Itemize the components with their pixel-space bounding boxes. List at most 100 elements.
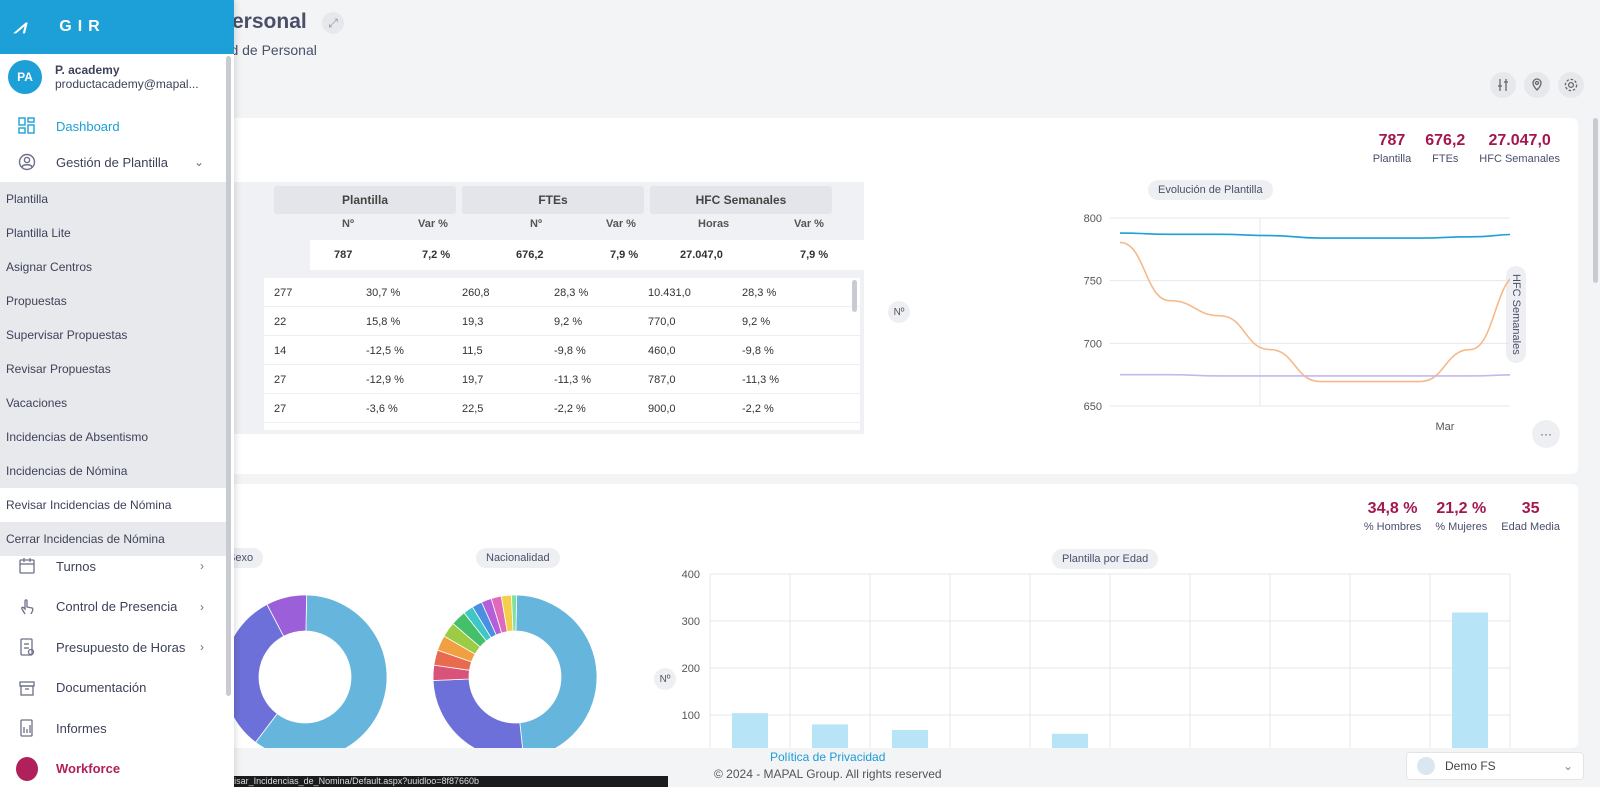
table-cell: 28,3 % <box>742 287 777 299</box>
user-profile[interactable]: PA P. academy productacademy@mapal... <box>8 60 199 94</box>
page-scrollbar[interactable] <box>1593 118 1598 283</box>
y2-axis-label: HFC Semanales <box>1506 266 1526 363</box>
submenu-item[interactable]: Incidencias de Nómina <box>6 464 128 478</box>
copyright: © 2024 - MAPAL Group. All rights reserve… <box>714 767 942 781</box>
table-row[interactable]: 14 -12,5 % 11,5 -9,8 % 460,0 -9,8 % <box>264 336 860 365</box>
table-cell: -11,3 % <box>742 374 780 386</box>
more-options-icon[interactable]: ··· <box>1532 420 1560 448</box>
submenu-item[interactable]: Asignar Centros <box>6 260 93 274</box>
table-row[interactable]: 27 -3,6 % 22,5 -2,2 % 900,0 -2,2 % <box>264 394 860 423</box>
sidebar-item[interactable]: Control de Presencia › <box>0 589 226 625</box>
sidebar-item[interactable]: Turnos › <box>0 548 226 584</box>
user-email: productacademy@mapal... <box>55 77 199 91</box>
company-select[interactable]: Demo FS ⌄ <box>1406 752 1584 780</box>
gir-logo-icon[interactable]: ⩘ <box>14 15 26 38</box>
kpi: 35 Edad Media <box>1501 500 1560 533</box>
y-tick-label: 650 <box>1084 401 1102 413</box>
pie-slice <box>254 594 388 748</box>
gear-icon[interactable] <box>1558 72 1584 98</box>
y-axis-badge-edad: Nº <box>654 668 676 690</box>
kpi-value: 27.047,0 <box>1488 132 1551 149</box>
privacy-link[interactable]: Política de Privacidad <box>770 750 886 764</box>
table-cell: 15,8 % <box>366 316 401 328</box>
sidebar-item[interactable]: Informes <box>0 710 226 746</box>
table-scrollbar[interactable] <box>852 280 857 312</box>
table-body[interactable]: 277 30,7 % 260,8 28,3 % 10.431,0 28,3 % 22 15,8… <box>264 278 860 430</box>
submenu-item[interactable]: Cerrar Incidencias de Nómina <box>6 532 165 546</box>
series-line-0 <box>1119 232 1510 239</box>
sidebar-header: ⩘ GIR <box>0 0 234 54</box>
kpi-label: Plantilla <box>1372 153 1412 165</box>
table-cell: 14 <box>274 345 287 357</box>
user-circle-icon <box>16 151 38 173</box>
table-row[interactable]: 27 -12,9 % 19,7 -11,3 % 787,0 -11,3 % <box>264 365 860 394</box>
sidebar-item[interactable]: Documentación <box>0 670 226 706</box>
avatar: PA <box>8 60 42 94</box>
table-row[interactable]: 277 30,7 % 260,8 28,3 % 10.431,0 28,3 % <box>264 278 860 307</box>
budget-doc-icon <box>16 636 38 658</box>
y-tick-label: 100 <box>682 710 700 722</box>
plantilla-table: Plantilla FTEs HFC Semanales Nº Var % Nº… <box>220 182 864 434</box>
sidebar-item[interactable]: Workforce <box>0 751 226 787</box>
submenu-item[interactable]: Revisar Propuestas <box>6 362 111 376</box>
demografia-card: 34,8 % % Hombres 21,2 % % Mujeres 35 Edad Med… <box>180 484 1578 748</box>
page-title: Personal <box>218 10 307 33</box>
workforce-icon <box>16 756 38 781</box>
submenu-item[interactable]: Revisar Incidencias de Nómina <box>0 488 226 522</box>
table-cell: -2,2 % <box>742 403 774 415</box>
submenu-item[interactable]: Vacaciones <box>6 396 68 410</box>
chevron-down-icon: ⌄ <box>193 155 204 169</box>
kpi-group-demografia: 34,8 % % Hombres 21,2 % % Mujeres 35 Edad Med… <box>1364 500 1560 533</box>
gestion-plantilla-submenu: Plantilla Plantilla Lite Asignar Centros Pr… <box>0 182 226 556</box>
plantilla-card: 787 Plantilla 676,2 FTEs 27.047,0 HFC Semanal… <box>180 118 1578 474</box>
edad-bar-chart: 400 300 200 100 <box>682 569 1511 748</box>
chevron-right-icon: › <box>200 640 204 654</box>
kpi: 34,8 % % Hombres <box>1364 500 1421 533</box>
expand-icon[interactable]: ⤢ <box>322 12 344 34</box>
kpi-label: % Hombres <box>1363 521 1422 533</box>
submenu-item[interactable]: Incidencias de Absentismo <box>6 430 149 444</box>
sidebar-item-gestion-plantilla[interactable]: Gestión de Plantilla ⌄ <box>0 144 226 180</box>
y-tick-label: 400 <box>682 569 700 581</box>
x-axis-label: Mar <box>1436 421 1455 433</box>
table-cell: -12,9 % <box>366 374 404 386</box>
table-cell: -2,2 % <box>554 403 586 415</box>
table-row[interactable]: 22 15,8 % 19,3 9,2 % 770,0 9,2 % <box>264 307 860 336</box>
submenu-item[interactable]: Plantilla Lite <box>6 226 71 240</box>
table-cell: 787,0 <box>648 374 676 386</box>
submenu-item[interactable]: Supervisar Propuestas <box>6 328 128 342</box>
bar <box>1452 612 1488 748</box>
kpi: 21,2 % % Mujeres <box>1435 500 1487 533</box>
th-hfc: HFC Semanales <box>650 186 832 214</box>
kpi-value: 35 <box>1521 500 1540 517</box>
table-total-row: 787 7,2 % 676,2 7,9 % 27.047,0 7,9 % <box>310 240 864 270</box>
table-cell: 22,5 <box>462 403 484 415</box>
table-cell: 11,5 <box>462 345 483 357</box>
kpi-value: 21,2 % <box>1436 500 1487 517</box>
pie-slice <box>511 594 518 632</box>
sidebar-scrollbar[interactable] <box>226 56 231 696</box>
filter-sliders-icon[interactable] <box>1490 72 1516 98</box>
kpi-label: HFC Semanales <box>1479 153 1560 165</box>
table-cell: -9,8 % <box>554 345 586 357</box>
kpi-group-plantilla: 787 Plantilla 676,2 FTEs 27.047,0 HFC Semanal… <box>1373 132 1560 165</box>
table-cell: -9,8 % <box>742 345 774 357</box>
table-cell: 30,7 % <box>366 287 401 299</box>
user-name: P. academy <box>55 63 120 77</box>
submenu-item[interactable]: Plantilla <box>6 192 49 206</box>
location-icon[interactable] <box>1524 72 1550 98</box>
submenu-item[interactable]: Propuestas <box>6 294 67 308</box>
kpi: 787 Plantilla <box>1373 132 1412 165</box>
sidebar-item-label: Informes <box>56 720 107 736</box>
table-cell: 260,8 <box>462 287 490 299</box>
sidebar-item[interactable]: Presupuesto de Horas › <box>0 629 226 665</box>
page-subtitle: ard de Personal <box>218 42 317 58</box>
sidebar-item-dashboard[interactable]: Dashboard <box>0 108 226 144</box>
kpi-label: % Mujeres <box>1435 521 1488 533</box>
pie-slice <box>515 594 598 748</box>
report-icon <box>16 717 38 739</box>
sidebar-item-label: Dashboard <box>56 118 120 134</box>
table-cell: 27 <box>274 374 287 386</box>
evolucion-line-chart: 80075070065027,08K27,06K27,04K27,02K27K2… <box>1084 213 1510 433</box>
